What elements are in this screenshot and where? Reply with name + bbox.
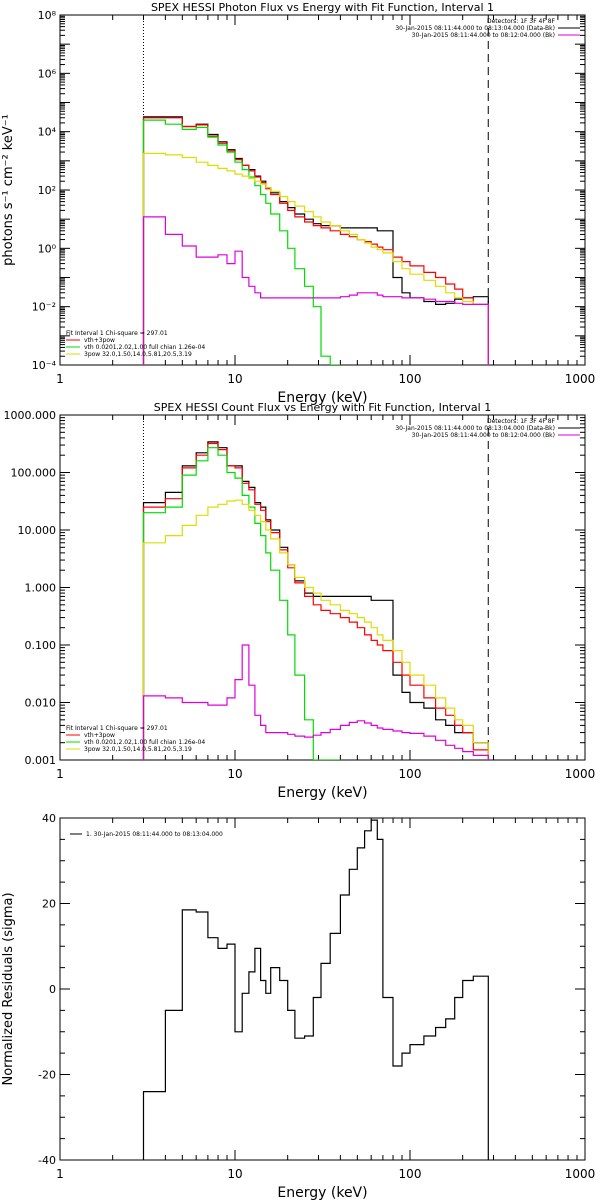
plot-frame	[59, 817, 586, 1161]
x-tick-label: 1	[56, 372, 64, 386]
y-tick-label: 10.000	[18, 524, 57, 537]
series-line-2	[142, 442, 489, 760]
legend-bottom-entry: Fit Interval 1 Chi-square = 297.01	[66, 725, 168, 732]
legend-bottom-entry: vth 0.0201,2.02,1.00 full chian 1.26e-04	[84, 739, 205, 746]
x-tick-label: 10	[227, 372, 242, 386]
y-tick-label: 0.010	[25, 697, 57, 710]
legend-bottom-entry: Fit Interval 1 Chi-square = 297.01	[66, 330, 168, 337]
y-tick-label: 10⁻⁴	[32, 359, 57, 372]
x-tick-label: 10	[227, 767, 242, 781]
y-tick-label: 10⁴	[38, 126, 57, 139]
legend-bottom-entry: 3pow 32.0,1.50,14.0,5.81,20.5,3.19	[84, 746, 192, 753]
x-tick-label: 100	[399, 372, 422, 386]
legend-top-entry: Detectors: 1F 3F 4F 8F	[487, 18, 556, 25]
x-tick-label: 100	[399, 767, 422, 781]
y-tick-label: 10⁻²	[32, 301, 56, 314]
legend-top-entry: 30-Jan-2015 08:11:44.000 to 08:12:04.000…	[412, 432, 555, 439]
x-tick-label: 100	[399, 1167, 422, 1181]
chart-1: 1 10 100 1000 Energy (keV) 10⁻⁴ 10⁻² 10⁰ 10² 10⁴ 1…	[1, 1, 595, 406]
y-tick-label: 10⁸	[38, 9, 57, 22]
chart-2: 1 10 100 1000 Energy (keV) 0.001 0.010 0.100 1.0…	[4, 401, 596, 801]
series-line-4	[142, 152, 489, 365]
legend-top-entry: Detectors: 1F 3F 4F 8F	[487, 418, 556, 425]
series-line-1	[142, 116, 489, 365]
x-tick-label: 1000	[565, 767, 596, 781]
legend-bottom-entry: vth+3pow	[84, 732, 115, 739]
y-tick-label: 20	[42, 898, 56, 911]
y-axis-label: photons s⁻¹ cm⁻² keV⁻¹	[1, 114, 16, 266]
y-tick-label: 10⁰	[38, 242, 57, 255]
legend-bottom-entry: vth+3pow	[84, 337, 115, 344]
legend-top-entry: 30-Jan-2015 08:11:44.000 to 08:12:04.000…	[412, 32, 555, 39]
legend-bottom-entry: vth 0.0201,2.02,1.00 full chian 1.26e-04	[84, 344, 205, 351]
series-line-5	[142, 216, 489, 365]
series-line-5	[142, 644, 489, 760]
x-tick-label: 1000	[565, 1167, 596, 1181]
series-line-2	[142, 117, 489, 365]
legend-series-entry: 1. 30-Jan-2015 08:11:44.000 to 08:13:04.…	[86, 831, 223, 838]
series-line-3	[142, 447, 341, 760]
y-tick-label: 1.000	[25, 582, 57, 595]
y-tick-label: -20	[38, 1069, 56, 1082]
series-line-1	[142, 819, 489, 1160]
y-tick-label: 10⁶	[38, 67, 57, 80]
series-line-3	[142, 119, 341, 365]
y-tick-label: 40	[42, 812, 56, 825]
series-line-4	[142, 499, 489, 760]
legend-bottom-entry: 3pow 32.0,1.50,14.0,5.81,20.5,3.19	[84, 351, 192, 358]
x-axis-label: Energy (keV)	[277, 785, 367, 801]
y-tick-label: -40	[38, 1154, 56, 1167]
x-axis-label: Energy (keV)	[277, 390, 367, 406]
y-tick-label: 10²	[38, 184, 56, 197]
legend-top-entry: 30-Jan-2015 08:11:44.000 to 08:13:04.000…	[395, 25, 555, 32]
series-line-1	[142, 441, 489, 760]
y-tick-label: 0.100	[25, 639, 57, 652]
y-tick-label: 0.001	[25, 754, 57, 767]
plot-frame	[59, 414, 586, 761]
x-tick-label: 1000	[565, 372, 596, 386]
chart-3: 1 10 100 1000 Energy (keV) -40 -20 0 20 40 Normali…	[1, 812, 595, 1200]
x-tick-label: 10	[227, 1167, 242, 1181]
y-tick-label: 0	[49, 983, 56, 996]
y-tick-label: 1000.000	[4, 409, 57, 422]
legend-top-entry: 30-Jan-2015 08:11:44.000 to 08:13:04.000…	[395, 425, 555, 432]
x-tick-label: 1	[56, 1167, 64, 1181]
chart-title: SPEX HESSI Count Flux vs Energy with Fit…	[154, 401, 491, 414]
chart-title: SPEX HESSI Photon Flux vs Energy with Fi…	[151, 1, 494, 14]
x-tick-label: 1	[56, 767, 64, 781]
y-tick-label: 100.000	[11, 467, 57, 480]
x-axis-label: Energy (keV)	[277, 1185, 367, 1200]
y-axis-label: Normalized Residuals (sigma)	[1, 892, 16, 1085]
plot-frame	[59, 14, 586, 366]
